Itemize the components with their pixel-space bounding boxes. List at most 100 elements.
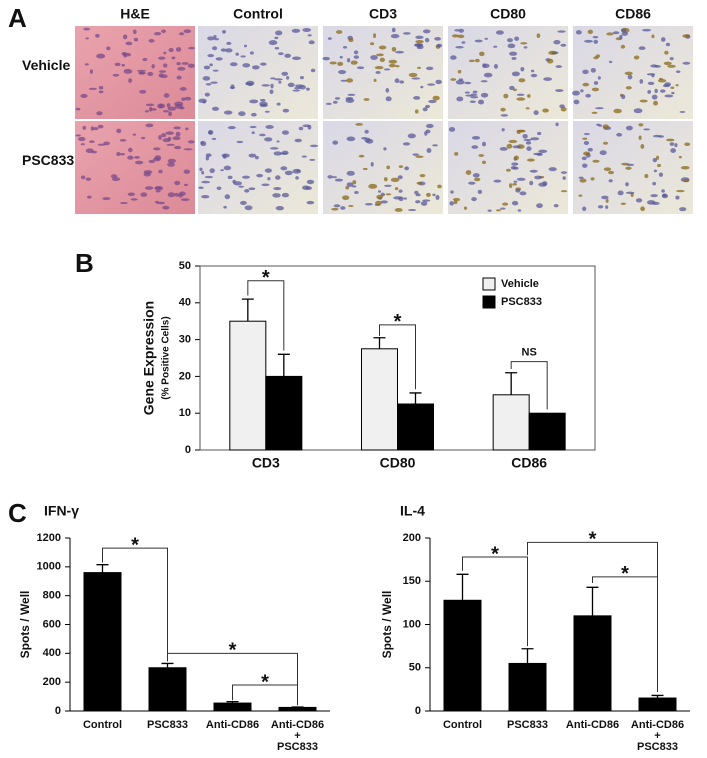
cell-nucleus [112, 73, 120, 77]
error-bar [96, 564, 109, 573]
cell-nucleus [509, 51, 518, 56]
significance-bracket [167, 652, 298, 706]
cell-nucleus [560, 190, 568, 193]
cell-nucleus [509, 85, 515, 91]
cell-nucleus [348, 205, 354, 208]
cell-nucleus [434, 36, 441, 41]
cell-nucleus [209, 168, 215, 174]
cell-nucleus [653, 169, 657, 173]
cell-nucleus [235, 52, 239, 56]
cell-nucleus [227, 125, 236, 130]
cell-nucleus [325, 102, 332, 105]
significance-label: * [229, 640, 237, 662]
cell-nucleus [506, 38, 513, 43]
cell-nucleus [520, 129, 526, 133]
cell-nucleus [179, 87, 187, 91]
cell-nucleus [261, 84, 270, 87]
cell-nucleus [500, 114, 509, 117]
cell-nucleus [249, 125, 257, 129]
cell-nucleus [162, 205, 170, 210]
cell-nucleus [402, 142, 411, 146]
cell-nucleus [229, 62, 238, 67]
bar [83, 572, 122, 712]
cell-nucleus [415, 200, 421, 204]
cell-nucleus [374, 65, 384, 70]
cell-nucleus [174, 101, 184, 107]
cell-nucleus [662, 193, 667, 198]
cell-nucleus [471, 197, 477, 202]
cell-nucleus [274, 36, 279, 40]
y-tick-label: 40 [179, 297, 191, 309]
cell-nucleus [145, 103, 155, 107]
cell-nucleus [616, 132, 623, 137]
cell-nucleus [675, 84, 679, 87]
cell-nucleus [166, 103, 171, 108]
cell-nucleus [221, 153, 230, 158]
cell-nucleus [399, 80, 405, 84]
cell-nucleus [204, 92, 210, 97]
cell-nucleus [227, 175, 233, 180]
cell-nucleus [384, 184, 392, 187]
cell-nucleus [516, 130, 521, 134]
cell-nucleus [582, 206, 587, 212]
cell-nucleus [294, 138, 302, 143]
y-axis-label: Spots / Well [380, 591, 394, 659]
cell-nucleus [533, 110, 539, 116]
cell-nucleus [165, 131, 174, 135]
cell-nucleus [582, 69, 589, 75]
cell-nucleus [241, 175, 251, 179]
cell-nucleus [578, 194, 583, 197]
cell-nucleus [198, 98, 207, 103]
cell-nucleus [585, 93, 591, 98]
cell-nucleus [119, 138, 127, 142]
cell-nucleus [183, 29, 192, 34]
cell-nucleus [249, 51, 254, 55]
cell-nucleus [537, 131, 542, 136]
cell-nucleus [307, 34, 312, 37]
cell-nucleus [592, 159, 600, 163]
cell-nucleus [245, 82, 249, 86]
significance-bracket [592, 576, 658, 692]
legend-swatch [482, 295, 496, 309]
cell-nucleus [606, 32, 614, 36]
y-axis-label: Spots / Well [18, 591, 32, 659]
cell-nucleus [592, 35, 599, 39]
y-tick-label: 1200 [37, 532, 61, 544]
cell-nucleus [583, 140, 590, 145]
significance-bracket [247, 280, 285, 351]
cell-nucleus [583, 151, 591, 156]
cell-nucleus [207, 53, 215, 58]
cell-nucleus [472, 90, 478, 94]
y-tick-label: 200 [403, 532, 421, 544]
cell-nucleus [346, 136, 356, 142]
cell-nucleus [625, 166, 632, 170]
cell-nucleus [428, 99, 437, 104]
cell-nucleus [456, 96, 464, 102]
cell-nucleus [259, 133, 266, 137]
cell-nucleus [238, 111, 246, 117]
bar [397, 403, 434, 451]
y-tick-label: 50 [409, 662, 421, 674]
cell-nucleus [158, 56, 166, 60]
cell-nucleus [274, 47, 280, 50]
cell-nucleus [651, 94, 658, 100]
column-header: CD3 [369, 6, 397, 22]
cell-nucleus [353, 50, 359, 55]
cell-nucleus [477, 189, 483, 195]
cell-nucleus [590, 177, 595, 181]
cell-nucleus [268, 40, 278, 46]
significance-label: * [589, 529, 597, 551]
cell-nucleus [548, 167, 557, 172]
cell-nucleus [483, 72, 493, 78]
cell-nucleus [420, 201, 428, 206]
cell-nucleus [404, 166, 410, 171]
y-tick-label: 50 [179, 260, 191, 272]
cell-nucleus [591, 87, 600, 92]
cell-nucleus [625, 191, 635, 195]
cell-nucleus [211, 137, 217, 140]
cell-nucleus [679, 207, 687, 212]
cell-nucleus [383, 177, 388, 182]
cell-nucleus [248, 187, 256, 191]
cell-nucleus [656, 155, 660, 160]
cell-nucleus [167, 158, 176, 164]
